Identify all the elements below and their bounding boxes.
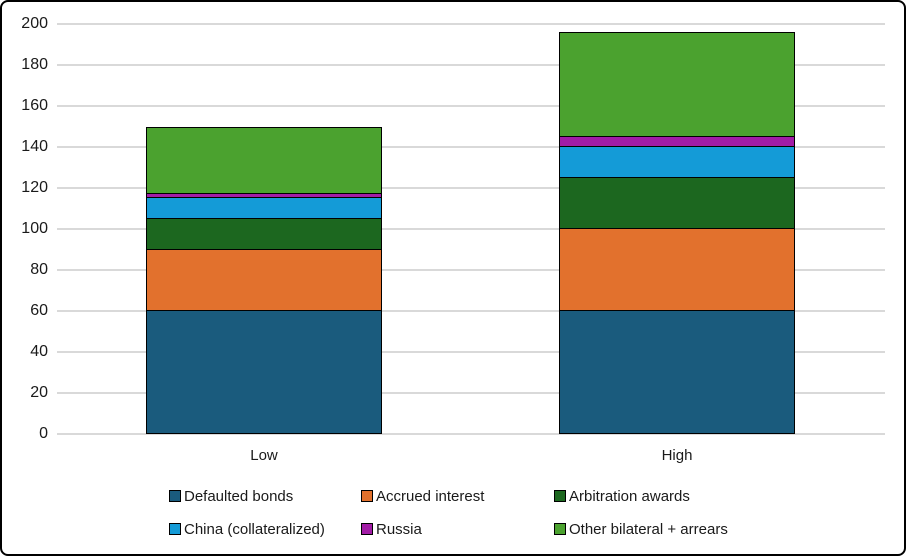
gridline bbox=[57, 187, 885, 189]
legend-swatch-icon bbox=[554, 490, 566, 502]
y-tick-label: 120 bbox=[21, 179, 48, 196]
legend-label: Arbitration awards bbox=[569, 487, 690, 505]
legend-label: Russia bbox=[376, 520, 422, 538]
bar-segment-high-arbitration-awards bbox=[559, 177, 795, 229]
legend-label: Accrued interest bbox=[376, 487, 485, 505]
bar-segment-low-defaulted-bonds bbox=[146, 311, 382, 434]
legend-label: China (collateralized) bbox=[184, 520, 325, 538]
legend-swatch-icon bbox=[169, 523, 181, 535]
gridline bbox=[57, 23, 885, 25]
legend-label: Other bilateral + arrears bbox=[569, 520, 728, 538]
y-tick-label: 0 bbox=[39, 425, 48, 442]
legend-label: Defaulted bonds bbox=[184, 487, 294, 505]
legend-swatch-icon bbox=[361, 523, 373, 535]
legend-item-arbitration-awards: Arbitration awards bbox=[554, 487, 690, 505]
gridline bbox=[57, 269, 885, 271]
bar-segment-high-accrued-interest bbox=[559, 229, 795, 311]
bar-segment-low-russia bbox=[146, 194, 382, 199]
y-tick-label: 20 bbox=[30, 384, 48, 401]
y-tick-label: 100 bbox=[21, 220, 48, 237]
gridline bbox=[57, 64, 885, 66]
gridline bbox=[57, 392, 885, 394]
legend-item-defaulted-bonds: Defaulted bonds bbox=[169, 487, 294, 505]
y-tick-label: 80 bbox=[30, 261, 48, 278]
y-tick-label: 200 bbox=[21, 15, 48, 32]
legend-swatch-icon bbox=[361, 490, 373, 502]
bar-segment-high-defaulted-bonds bbox=[559, 311, 795, 434]
legend-swatch-icon bbox=[554, 523, 566, 535]
gridline bbox=[57, 351, 885, 353]
gridline bbox=[57, 228, 885, 230]
gridline bbox=[57, 433, 885, 435]
y-tick-label: 140 bbox=[21, 138, 48, 155]
bar-segment-low-arbitration-awards bbox=[146, 218, 382, 250]
gridline bbox=[57, 146, 885, 148]
bar-segment-low-other-bilateral-arrears bbox=[146, 126, 382, 195]
y-tick-label: 60 bbox=[30, 302, 48, 319]
bar-segment-low-accrued-interest bbox=[146, 249, 382, 311]
y-tick-label: 40 bbox=[30, 343, 48, 360]
x-axis-label-low: Low bbox=[250, 447, 278, 464]
legend-item-accrued-interest: Accrued interest bbox=[361, 487, 485, 505]
bar-segment-high-other-bilateral-arrears bbox=[559, 32, 795, 137]
bar-segment-high-russia bbox=[559, 136, 795, 147]
y-tick-label: 180 bbox=[21, 56, 48, 73]
bar-segment-low-china-collateralized bbox=[146, 198, 382, 219]
legend-item-other-bilateral-arrears: Other bilateral + arrears bbox=[554, 520, 728, 538]
x-axis-label-high: High bbox=[661, 447, 693, 464]
legend-item-china-collateralized: China (collateralized) bbox=[169, 520, 325, 538]
gridline bbox=[57, 105, 885, 107]
y-tick-label: 160 bbox=[21, 97, 48, 114]
bar-segment-high-china-collateralized bbox=[559, 147, 795, 178]
legend-swatch-icon bbox=[169, 490, 181, 502]
gridline bbox=[57, 310, 885, 312]
legend-item-russia: Russia bbox=[361, 520, 422, 538]
